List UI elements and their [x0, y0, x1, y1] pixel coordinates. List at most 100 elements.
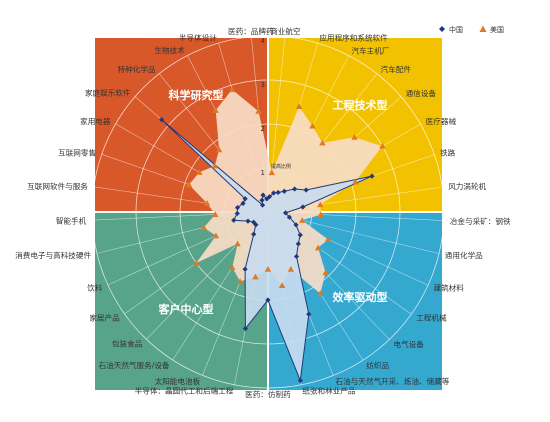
- tick-label: 3: [261, 81, 265, 89]
- series-line-cn: [161, 119, 373, 383]
- us-marker: [317, 290, 324, 297]
- us-marker: [317, 201, 324, 208]
- cn-marker: [264, 196, 270, 202]
- us-marker: [351, 133, 358, 140]
- us-marker: [317, 211, 324, 218]
- cn-marker: [297, 232, 303, 238]
- us-marker: [324, 236, 332, 243]
- us-marker: [319, 139, 326, 146]
- cn-marker: [300, 204, 306, 210]
- cn-marker: [369, 173, 375, 179]
- us-marker: [236, 278, 244, 284]
- category-label: 包装食品: [112, 339, 143, 349]
- category-label: 风力涡轮机: [448, 181, 486, 191]
- cn-marker: [159, 117, 165, 123]
- cn-marker: [259, 197, 265, 203]
- quadrant-label: 工程技术型: [333, 98, 388, 112]
- cn-marker: [306, 311, 312, 317]
- us-marker: [234, 240, 241, 247]
- cn-marker: [259, 202, 266, 208]
- category-label: 饮料: [87, 283, 103, 293]
- legend: 中国 美国: [439, 25, 504, 34]
- us-marker: [255, 108, 262, 114]
- cn-marker: [292, 186, 298, 192]
- category-label: 医药：仿制药: [245, 389, 291, 399]
- us-marker: [212, 107, 219, 113]
- cn-marker: [293, 253, 300, 260]
- category-label: 石油天然气服务/设备: [99, 360, 170, 370]
- us-marker: [287, 266, 295, 272]
- category-label: 冶金与采矿：钢铁: [450, 216, 511, 226]
- quadrant-label: 效率驱动型: [333, 290, 388, 304]
- category-label: 医药：品牌药: [228, 26, 274, 36]
- category-label: 铁路: [440, 148, 456, 158]
- category-label: 特种化学品: [118, 64, 156, 74]
- us-marker: [314, 244, 322, 251]
- cn-marker: [295, 241, 301, 247]
- tick-label: 4: [261, 37, 266, 45]
- us-marker: [212, 211, 219, 218]
- cn-marker: [297, 377, 303, 384]
- category-label: 互联网软件与服务: [27, 181, 88, 191]
- radial-tick-labels: 1 2 3 4: [261, 37, 266, 177]
- cn-marker: [251, 219, 257, 225]
- us-marker: [196, 169, 203, 175]
- category-label: 生物技术: [154, 45, 185, 55]
- category-label: 电气设备: [394, 339, 425, 349]
- category-label: 消费电子与高科技硬件: [15, 250, 91, 260]
- us-marker: [193, 259, 200, 266]
- category-labels: 商业航空应用程序和系统软件汽车主机厂汽车配件通信设备医疗器械铁路风力涡轮机冶金与…: [15, 26, 511, 399]
- us-marker: [252, 273, 259, 280]
- cn-marker: [245, 218, 251, 224]
- us-marker: [211, 162, 219, 169]
- us-marker: [264, 265, 272, 272]
- legend-marker-us: [479, 25, 487, 32]
- category-label: 家庭娱乐软件: [85, 88, 131, 98]
- legend-marker-cn: [439, 26, 445, 32]
- us-marker: [203, 199, 211, 206]
- series-markers: [159, 86, 386, 384]
- category-label: 医疗器械: [426, 116, 457, 126]
- cn-marker: [234, 210, 240, 217]
- category-label: 通信设备: [406, 88, 437, 98]
- cn-marker: [286, 214, 292, 220]
- cn-marker: [242, 266, 248, 272]
- category-label: 智能手机: [56, 216, 87, 226]
- cn-marker: [260, 192, 266, 198]
- us-marker: [352, 178, 359, 185]
- category-label: 工程机械: [416, 313, 447, 323]
- us-marker: [212, 232, 220, 239]
- category-label: 家用电器: [80, 116, 111, 126]
- legend-label: 美国: [490, 25, 504, 34]
- cn-marker: [242, 326, 249, 332]
- cn-marker: [265, 297, 271, 303]
- us-marker: [299, 217, 306, 223]
- category-label: 商业航空: [270, 26, 301, 36]
- quadrant-label: 客户中心型: [158, 302, 214, 316]
- cn-marker: [251, 231, 257, 237]
- cn-marker: [240, 200, 246, 206]
- us-marker: [322, 269, 329, 276]
- us-marker: [278, 282, 286, 289]
- cn-marker: [303, 187, 309, 193]
- us-marker: [295, 103, 303, 110]
- center-label: 提高比例: [271, 163, 291, 170]
- series-lines: [161, 119, 373, 383]
- category-label: 互联网零售: [58, 147, 96, 157]
- cn-marker: [231, 217, 237, 223]
- us-marker: [309, 122, 316, 129]
- category-label: 建筑材料: [434, 283, 465, 293]
- cn-marker: [270, 190, 277, 196]
- us-marker: [268, 169, 275, 176]
- category-label: 应用程序和系统软件: [319, 32, 388, 42]
- us-marker: [379, 142, 386, 149]
- us-marker: [229, 264, 236, 271]
- cn-marker: [293, 222, 299, 228]
- series-fill-cn: [161, 119, 372, 381]
- tick-label: 1: [261, 169, 265, 177]
- category-label: 石油与天然气开采、炼油、储藏等: [336, 376, 450, 386]
- category-label: 太阳能电池板: [155, 376, 201, 386]
- us-marker: [200, 224, 208, 231]
